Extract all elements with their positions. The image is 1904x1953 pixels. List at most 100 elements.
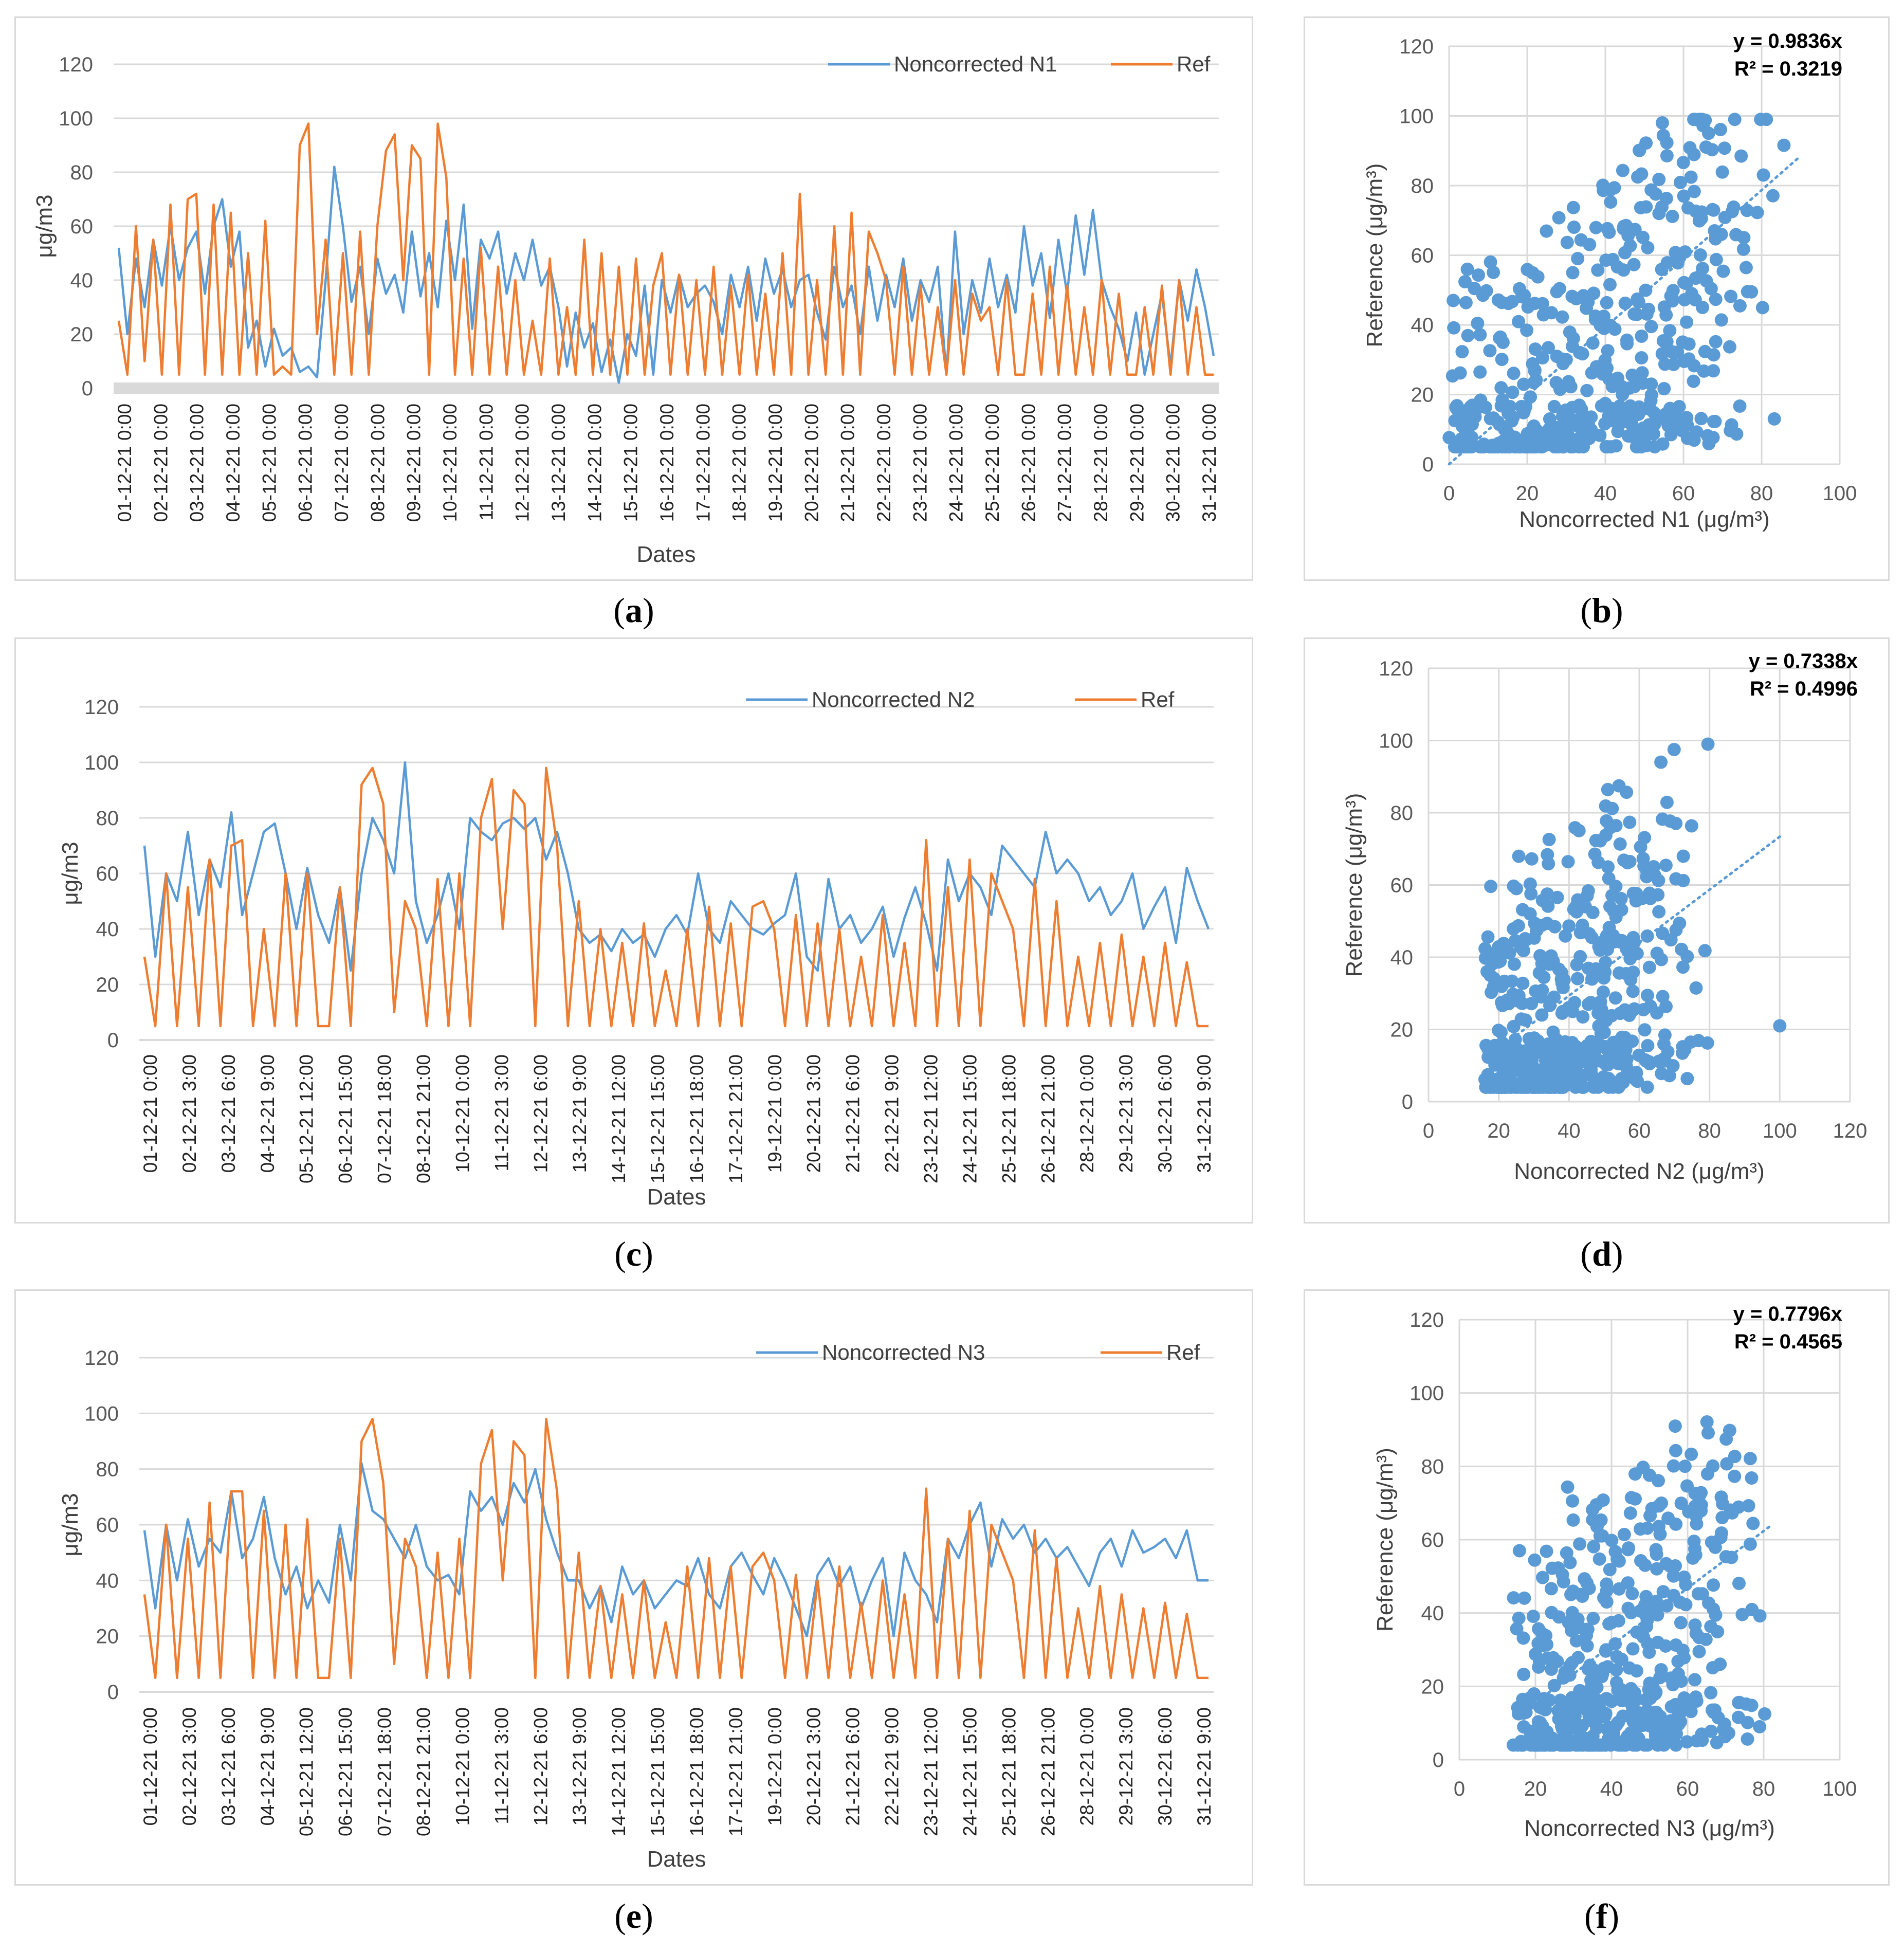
scatter-point (1620, 786, 1634, 799)
scatter-point (1610, 1552, 1624, 1566)
scatter-point (1656, 437, 1670, 451)
x-tick-label: 12-12-21 0:00 (512, 404, 533, 522)
scatter-point (1671, 256, 1685, 270)
trendline-equation: y = 0.7338x (1749, 650, 1858, 672)
scatter-point (1532, 966, 1546, 980)
y-tick-label: 60 (70, 215, 94, 238)
scatter-point (1508, 1039, 1522, 1053)
scatter-point (1585, 1057, 1599, 1071)
scatter-point (1491, 293, 1505, 307)
scatter-point (1745, 1471, 1759, 1485)
x-tick-label: 04-12-21 0:00 (223, 404, 244, 522)
scatter-points (1507, 1415, 1771, 1752)
x-tick-label: 30-12-21 0:00 (1163, 404, 1184, 522)
scatter-point (1455, 345, 1469, 359)
scatter-point (1545, 1605, 1559, 1619)
scatter-point (1651, 1608, 1664, 1622)
scatter-point (1580, 301, 1593, 315)
scatter-point (1567, 1610, 1581, 1624)
scatter-point (1653, 1527, 1667, 1541)
scatter-point (1447, 294, 1460, 307)
x-tick-label: 21-12-21 6:00 (843, 1054, 864, 1173)
scatter-point (1535, 893, 1549, 907)
x-tick-label: 14-12-21 12:00 (608, 1054, 629, 1183)
x-tick-label: 0 (1454, 1778, 1465, 1800)
scatter-point (1682, 1505, 1696, 1519)
scatter-point (1601, 782, 1615, 796)
scatter-point (1624, 1491, 1638, 1505)
scatter-point (1711, 1625, 1725, 1638)
x-tick-label: 04-12-21 9:00 (257, 1054, 278, 1173)
scatter-point (1766, 189, 1780, 203)
scatter-point (1618, 246, 1632, 260)
scatter-point (1512, 1544, 1526, 1558)
scatter-point (1593, 1529, 1607, 1543)
scatter-point (1701, 1426, 1715, 1440)
scatter-point (1680, 431, 1694, 445)
scatter-point (1635, 366, 1649, 380)
scatter-point (1630, 307, 1644, 321)
y-tick-label: 20 (1390, 1019, 1414, 1042)
scatter-point (1540, 224, 1553, 238)
y-tick-label: 120 (1399, 35, 1434, 58)
scatter-point (1515, 996, 1529, 1010)
scatter-point (1642, 1468, 1656, 1482)
scatter-point (1733, 399, 1747, 413)
scatter-point (1750, 206, 1764, 220)
line-chart-e: 0 20 40 60 80 100 120 μg/m3 Dates 01-12-21 0:00 02… (58, 1340, 1215, 1872)
scatter-point (1529, 1738, 1543, 1752)
scatter-point (1526, 266, 1540, 280)
y-tick-label: 60 (1390, 874, 1414, 897)
scatter-point (1602, 225, 1616, 239)
scatter-point (1688, 1673, 1701, 1687)
scatter-point (1622, 1541, 1636, 1555)
scatter-point (1629, 1693, 1643, 1707)
x-tick-label: 28-12-21 0:00 (1076, 1054, 1097, 1173)
scatter-point (1566, 266, 1580, 280)
scatter-point (1680, 1735, 1694, 1749)
x-tick-label: 80 (1698, 1120, 1721, 1142)
scatter-point (1560, 235, 1574, 249)
scatter-point (1512, 1611, 1526, 1625)
scatter-point (1635, 351, 1649, 364)
x-tick-label: 20 (1487, 1120, 1510, 1142)
scatter-point (1568, 821, 1582, 835)
x-tick-label: 08-12-21 21:00 (413, 1707, 434, 1836)
scatter-point (1741, 285, 1754, 299)
scatter-point (1615, 380, 1629, 394)
scatter-point (1659, 999, 1673, 1013)
scatter-point (1742, 1499, 1755, 1512)
series-line-sensor (143, 1462, 1209, 1637)
scatter-point (1691, 1587, 1705, 1601)
scatter-point (1537, 1692, 1551, 1706)
scatter-point (1572, 1738, 1586, 1752)
scatter-point (1624, 973, 1638, 987)
scatter-point (1576, 918, 1589, 932)
scatter-point (1484, 880, 1498, 893)
scatter-point (1715, 165, 1729, 179)
scatter-point (1535, 1627, 1549, 1640)
scatter-point (1587, 1540, 1601, 1554)
x-tick-label: 26-12-21 21:00 (1037, 1054, 1058, 1183)
scatter-point (1654, 953, 1668, 966)
scatter-point (1767, 412, 1781, 426)
x-axis-label: Dates (637, 542, 696, 567)
scatter-point (1690, 1734, 1704, 1748)
y-tick-label: 0 (82, 377, 93, 400)
scatter-point (1615, 1652, 1628, 1666)
scatter-point (1664, 344, 1678, 358)
x-tick-label: 16-12-21 18:00 (686, 1707, 707, 1836)
scatter-point (1623, 815, 1637, 829)
x-tick-label: 18-12-21 0:00 (729, 404, 750, 522)
scatter-point (1459, 296, 1473, 309)
scatter-point (1673, 1595, 1687, 1609)
scatter-point (1614, 935, 1628, 949)
x-tick-label: 80 (1750, 482, 1773, 505)
scatter-chart-panel-d: 0 20 40 60 80 100 120 0 20 40 60 80 100 120 y = 0.7338… (1304, 637, 1890, 1224)
scatter-point (1507, 367, 1521, 380)
scatter-point (1517, 1591, 1531, 1605)
scatter-point (1553, 1080, 1567, 1094)
x-tick-label: 31-12-21 9:00 (1194, 1707, 1215, 1826)
scatter-point (1600, 1692, 1613, 1706)
scatter-point (1638, 1023, 1652, 1037)
